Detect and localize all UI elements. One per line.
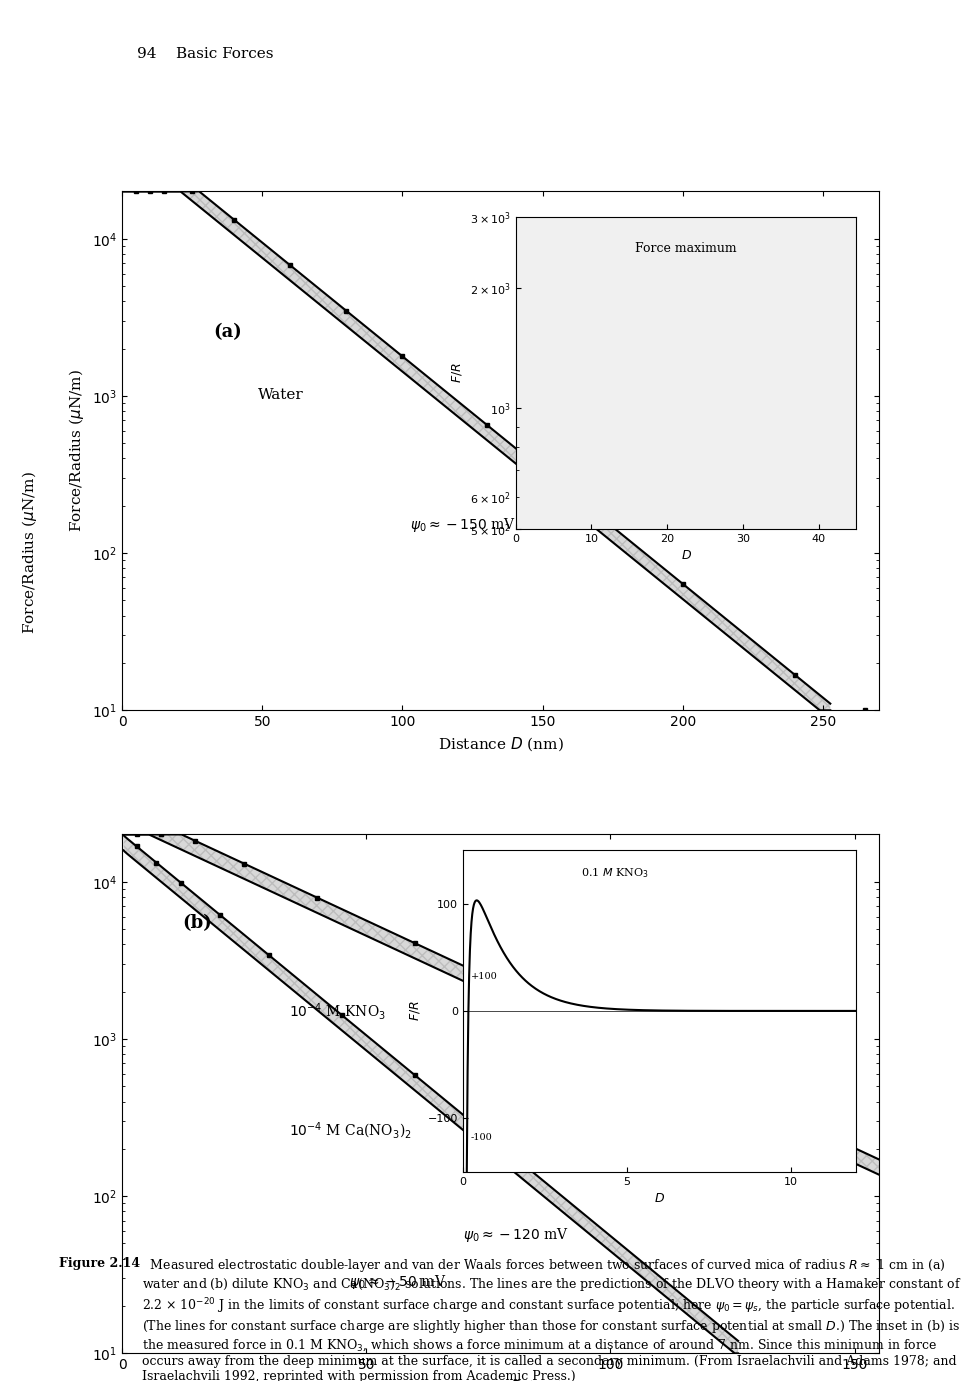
Text: 94    Basic Forces: 94 Basic Forces (137, 47, 273, 61)
Text: (a): (a) (213, 323, 241, 341)
Text: $\psi_0 \approx -120$ mV: $\psi_0 \approx -120$ mV (463, 1226, 568, 1244)
Text: (b): (b) (183, 914, 212, 932)
X-axis label: Distance $D$ (nm): Distance $D$ (nm) (437, 1378, 563, 1381)
Text: Water: Water (258, 388, 304, 402)
Text: Figure 2.14: Figure 2.14 (59, 1257, 140, 1269)
Text: $\psi_0 \approx -150$ mV: $\psi_0 \approx -150$ mV (409, 515, 515, 534)
Text: $10^{-4}$ M Ca(NO$_3$)$_2$: $10^{-4}$ M Ca(NO$_3$)$_2$ (289, 1120, 411, 1141)
Text: Force/Radius ($\mu$N/m): Force/Radius ($\mu$N/m) (20, 471, 39, 634)
X-axis label: Distance $D$ (nm): Distance $D$ (nm) (437, 735, 563, 753)
Text: $10^{-4}$ M KNO$_3$: $10^{-4}$ M KNO$_3$ (289, 1000, 386, 1022)
Y-axis label: Force/Radius ($\mu$N/m): Force/Radius ($\mu$N/m) (67, 370, 86, 532)
Text: Measured electrostatic double-layer and van der Waals forces between two surface: Measured electrostatic double-layer and … (142, 1257, 961, 1381)
Text: $\psi_0 \approx -50$ mV: $\psi_0 \approx -50$ mV (349, 1273, 446, 1291)
